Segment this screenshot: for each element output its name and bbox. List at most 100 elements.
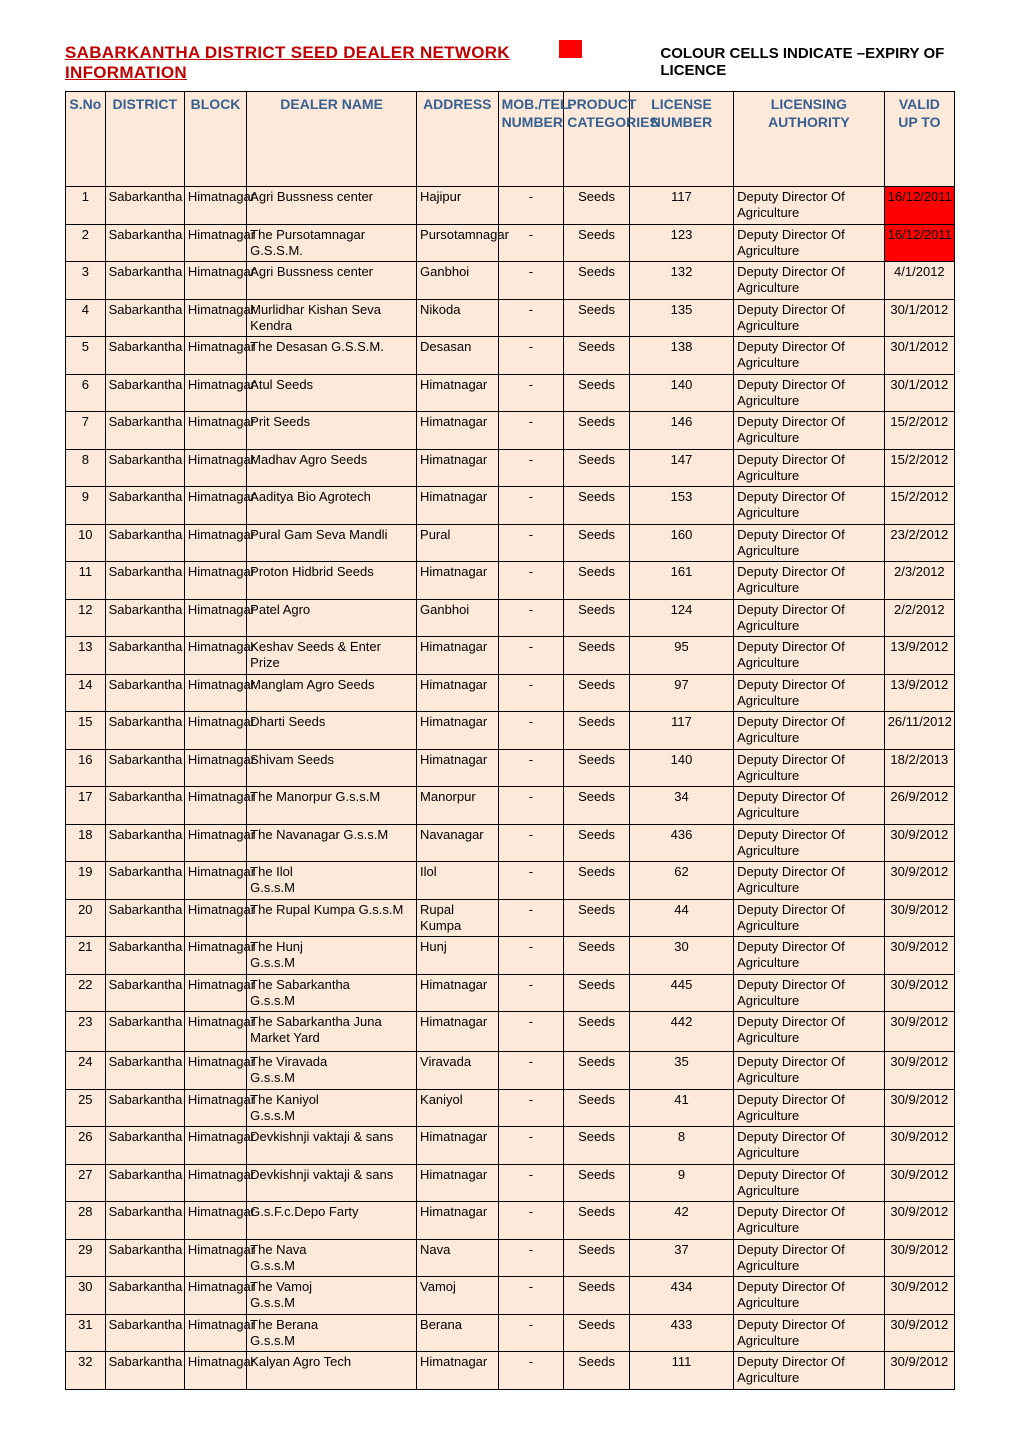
cell-address: Ganbhoi: [417, 262, 499, 300]
cell-dealer: Agri Bussness center: [247, 187, 417, 225]
table-row: 25SabarkanthaHimatnagarThe Kaniyol G.s.s…: [66, 1089, 955, 1127]
cell-block: Himatnagar: [184, 1164, 246, 1202]
cell-district: Sabarkantha: [105, 1089, 184, 1127]
cell-auth: Deputy Director Of Agriculture: [734, 487, 885, 525]
table-row: 5SabarkanthaHimatnagarThe Desasan G.S.S.…: [66, 337, 955, 375]
cell-district: Sabarkantha: [105, 712, 184, 750]
cell-sno: 6: [66, 374, 106, 412]
cell-auth: Deputy Director Of Agriculture: [734, 899, 885, 937]
cell-cat: Seeds: [564, 562, 630, 600]
cell-lic: 34: [629, 787, 733, 825]
cell-mob: -: [498, 337, 564, 375]
cell-valid: 15/2/2012: [884, 412, 954, 450]
table-row: 8SabarkanthaHimatnagarMadhav Agro SeedsH…: [66, 449, 955, 487]
table-body: 1SabarkanthaHimatnagarAgri Bussness cent…: [66, 187, 955, 1390]
cell-valid: 30/1/2012: [884, 299, 954, 337]
header-row: S.No DISTRICT BLOCK DEALER NAME ADDRESS …: [66, 92, 955, 187]
cell-auth: Deputy Director Of Agriculture: [734, 374, 885, 412]
cell-lic: 153: [629, 487, 733, 525]
cell-auth: Deputy Director Of Agriculture: [734, 787, 885, 825]
cell-mob: -: [498, 787, 564, 825]
cell-valid: 18/2/2013: [884, 749, 954, 787]
cell-sno: 7: [66, 412, 106, 450]
cell-dealer: Murlidhar Kishan Seva Kendra: [247, 299, 417, 337]
cell-lic: 44: [629, 899, 733, 937]
table-row: 10SabarkanthaHimatnagarPural Gam Seva Ma…: [66, 524, 955, 562]
cell-address: Kaniyol: [417, 1089, 499, 1127]
cell-dealer: Dharti Seeds: [247, 712, 417, 750]
cell-valid: 30/1/2012: [884, 337, 954, 375]
cell-dealer: Madhav Agro Seeds: [247, 449, 417, 487]
cell-address: Himatnagar: [417, 749, 499, 787]
cell-sno: 27: [66, 1164, 106, 1202]
cell-lic: 41: [629, 1089, 733, 1127]
col-lic: LICENSE NUMBER: [629, 92, 733, 187]
cell-lic: 132: [629, 262, 733, 300]
table-row: 28SabarkanthaHimatnagarG.s.F.c.Depo Fart…: [66, 1202, 955, 1240]
cell-valid: 16/12/2011: [884, 224, 954, 262]
cell-lic: 445: [629, 974, 733, 1012]
cell-address: Viravada: [417, 1052, 499, 1090]
cell-mob: -: [498, 1352, 564, 1390]
cell-cat: Seeds: [564, 412, 630, 450]
cell-district: Sabarkantha: [105, 224, 184, 262]
cell-auth: Deputy Director Of Agriculture: [734, 524, 885, 562]
cell-district: Sabarkantha: [105, 562, 184, 600]
cell-auth: Deputy Director Of Agriculture: [734, 1089, 885, 1127]
cell-address: Himatnagar: [417, 1127, 499, 1165]
cell-valid: 15/2/2012: [884, 449, 954, 487]
cell-auth: Deputy Director Of Agriculture: [734, 824, 885, 862]
cell-dealer: The Nava G.s.s.M: [247, 1239, 417, 1277]
cell-mob: -: [498, 1202, 564, 1240]
cell-dealer: Proton Hidbrid Seeds: [247, 562, 417, 600]
cell-lic: 35: [629, 1052, 733, 1090]
col-sno: S.No: [66, 92, 106, 187]
table-row: 27SabarkanthaHimatnagarDevkishnji vaktaj…: [66, 1164, 955, 1202]
cell-cat: Seeds: [564, 1239, 630, 1277]
legend-text: COLOUR CELLS INDICATE –EXPIRY OF LICENCE: [660, 45, 955, 79]
cell-district: Sabarkantha: [105, 899, 184, 937]
cell-block: Himatnagar: [184, 637, 246, 675]
cell-cat: Seeds: [564, 787, 630, 825]
cell-lic: 97: [629, 674, 733, 712]
cell-sno: 16: [66, 749, 106, 787]
cell-block: Himatnagar: [184, 1277, 246, 1315]
cell-valid: 30/1/2012: [884, 374, 954, 412]
cell-block: Himatnagar: [184, 412, 246, 450]
table-row: 22SabarkanthaHimatnagarThe Sabarkantha G…: [66, 974, 955, 1012]
cell-auth: Deputy Director Of Agriculture: [734, 974, 885, 1012]
cell-valid: 30/9/2012: [884, 1277, 954, 1315]
cell-lic: 140: [629, 749, 733, 787]
cell-mob: -: [498, 937, 564, 975]
cell-district: Sabarkantha: [105, 749, 184, 787]
cell-valid: 30/9/2012: [884, 862, 954, 900]
cell-sno: 17: [66, 787, 106, 825]
cell-auth: Deputy Director Of Agriculture: [734, 1277, 885, 1315]
cell-district: Sabarkantha: [105, 937, 184, 975]
cell-mob: -: [498, 449, 564, 487]
cell-block: Himatnagar: [184, 937, 246, 975]
col-cat: PRODUCT CATEGORIES: [564, 92, 630, 187]
cell-district: Sabarkantha: [105, 1052, 184, 1090]
cell-lic: 146: [629, 412, 733, 450]
cell-lic: 111: [629, 1352, 733, 1390]
cell-district: Sabarkantha: [105, 1164, 184, 1202]
cell-mob: -: [498, 974, 564, 1012]
cell-dealer: The Desasan G.S.S.M.: [247, 337, 417, 375]
cell-sno: 1: [66, 187, 106, 225]
cell-auth: Deputy Director Of Agriculture: [734, 1052, 885, 1090]
cell-cat: Seeds: [564, 712, 630, 750]
cell-district: Sabarkantha: [105, 487, 184, 525]
cell-valid: 4/1/2012: [884, 262, 954, 300]
cell-address: Hunj: [417, 937, 499, 975]
cell-dealer: The Sabarkantha Juna Market Yard: [247, 1012, 417, 1052]
cell-address: Himatnagar: [417, 562, 499, 600]
cell-lic: 8: [629, 1127, 733, 1165]
cell-mob: -: [498, 262, 564, 300]
table-row: 3SabarkanthaHimatnagarAgri Bussness cent…: [66, 262, 955, 300]
cell-mob: -: [498, 524, 564, 562]
cell-block: Himatnagar: [184, 562, 246, 600]
cell-mob: -: [498, 599, 564, 637]
table-row: 14SabarkanthaHimatnagarManglam Agro Seed…: [66, 674, 955, 712]
cell-valid: 16/12/2011: [884, 187, 954, 225]
